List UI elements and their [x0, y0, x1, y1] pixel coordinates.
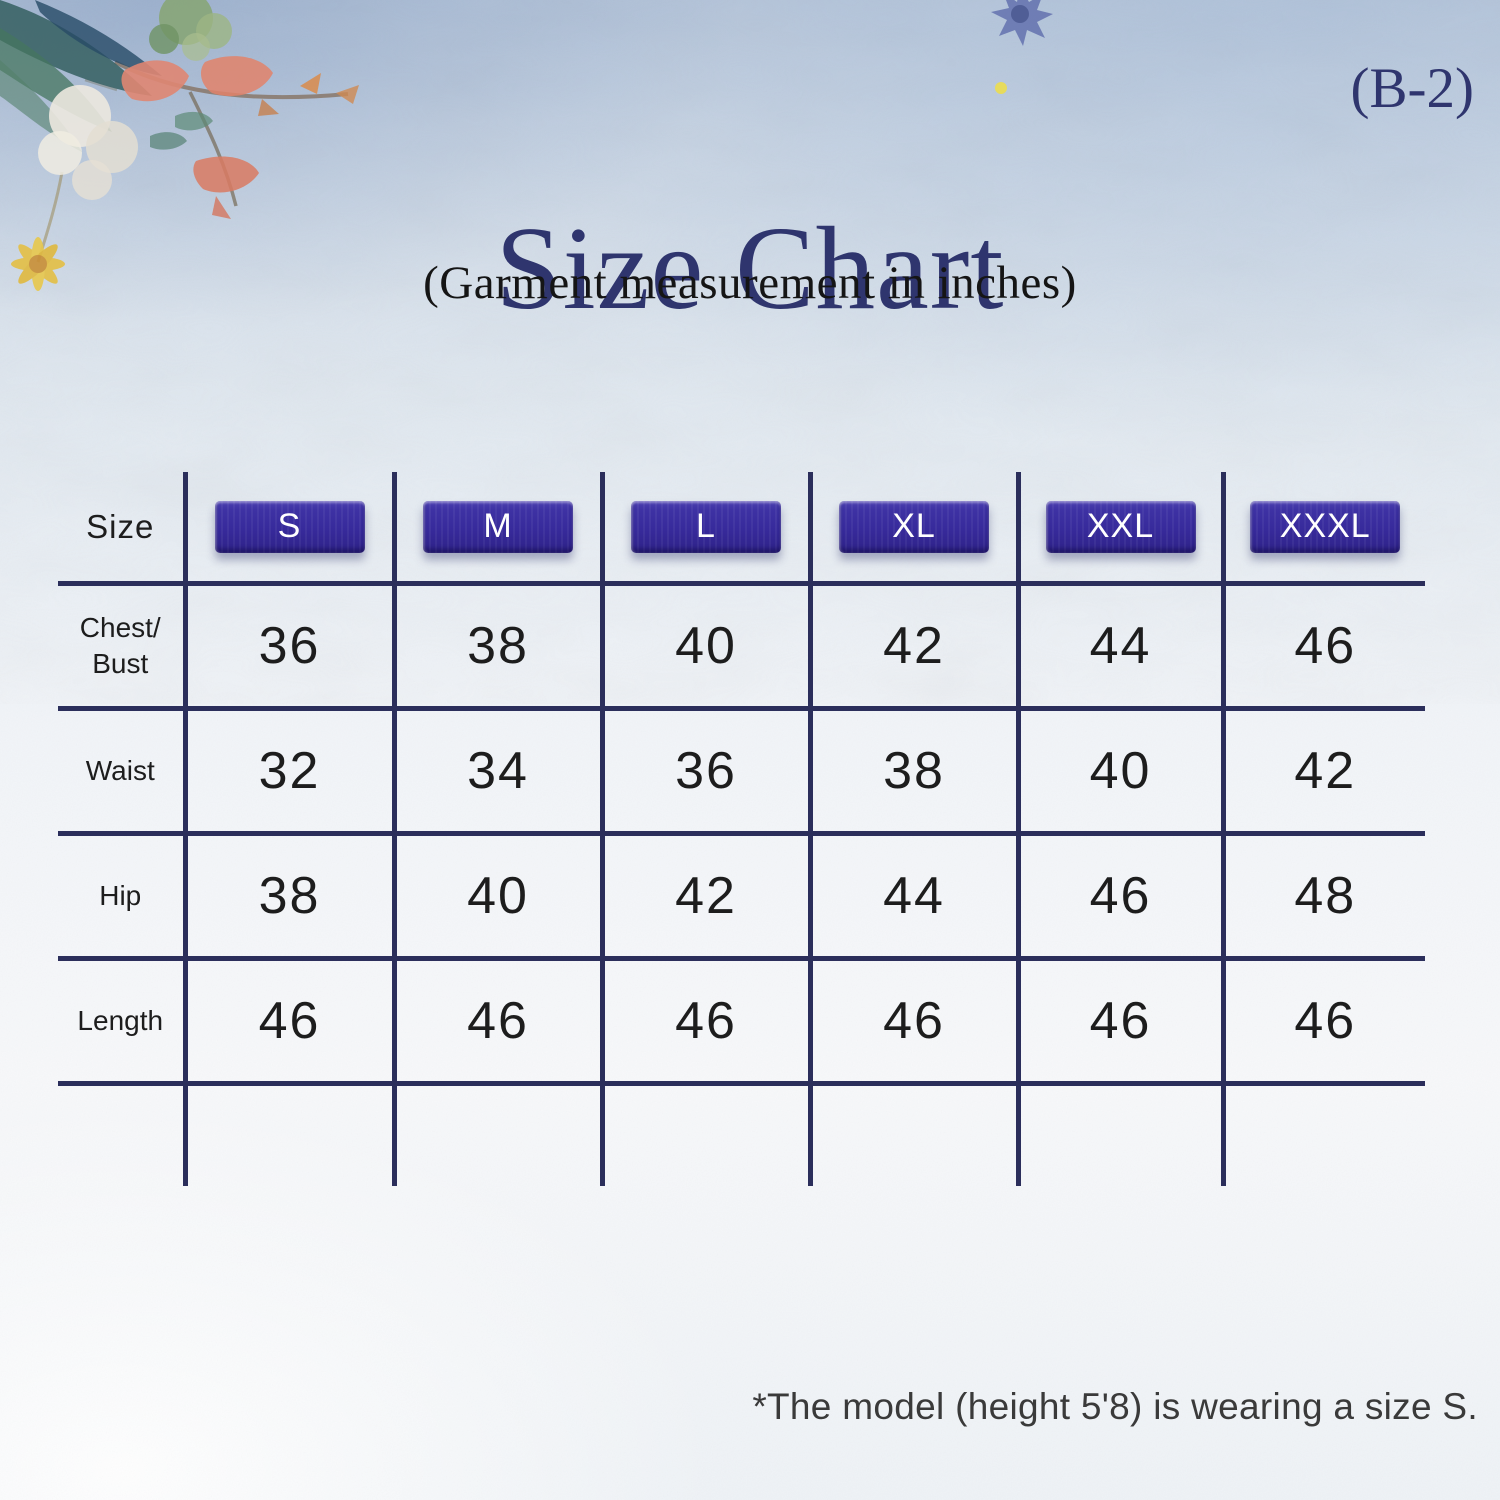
value-cell: 46 [1220, 956, 1425, 1086]
size-table-wrap: Size S M L XL XXL XXXL Chest/​Bust 36 38 40 42 44 46 W… [58, 472, 1425, 1186]
empty-cell [599, 1081, 813, 1186]
empty-cell [1220, 1081, 1425, 1186]
size-header-cell: S [182, 472, 397, 586]
corner-label: Size [58, 472, 188, 586]
value-cell: 34 [391, 706, 605, 836]
value-cell: 46 [1015, 831, 1226, 961]
value-cell: 48 [1220, 831, 1425, 961]
value-cell: 38 [391, 581, 605, 711]
row-label: Hip [58, 831, 188, 961]
empty-cell [391, 1081, 605, 1186]
value-cell: 38 [182, 831, 397, 961]
table-row: Chest/​Bust 36 38 40 42 44 46 [58, 581, 1425, 711]
size-badge: XL [839, 500, 989, 553]
size-badge: L [631, 500, 781, 553]
value-cell: 42 [807, 581, 1021, 711]
value-cell: 40 [599, 581, 813, 711]
value-cell: 46 [1220, 581, 1425, 711]
model-footnote: *The model (height 5'8) is wearing a siz… [752, 1386, 1478, 1427]
value-cell: 46 [807, 956, 1021, 1086]
empty-cell [807, 1081, 1021, 1186]
value-cell: 46 [1015, 956, 1226, 1086]
row-label: Waist [58, 706, 188, 836]
size-header-cell: M [391, 472, 605, 586]
value-cell: 44 [1015, 581, 1226, 711]
value-cell: 32 [182, 706, 397, 836]
value-cell: 44 [807, 831, 1021, 961]
size-table: Size S M L XL XXL XXXL Chest/​Bust 36 38 40 42 44 46 W… [58, 472, 1425, 1186]
value-cell: 38 [807, 706, 1021, 836]
value-cell: 46 [182, 956, 397, 1086]
table-header-row: Size S M L XL XXL XXXL [58, 472, 1425, 586]
size-badge: M [423, 500, 573, 553]
empty-cell [182, 1081, 397, 1186]
row-label: Length [58, 956, 188, 1086]
value-cell: 46 [599, 956, 813, 1086]
empty-cell [1015, 1081, 1226, 1186]
variant-tag: (B-2) [1350, 57, 1474, 120]
size-badge: S [215, 500, 365, 553]
size-badge: XXXL [1250, 500, 1400, 553]
value-cell: 42 [599, 831, 813, 961]
table-row: Hip 38 40 42 44 46 48 [58, 831, 1425, 961]
value-cell: 40 [391, 831, 605, 961]
table-row: Waist 32 34 36 38 40 42 [58, 706, 1425, 836]
value-cell: 36 [599, 706, 813, 836]
value-cell: 36 [182, 581, 397, 711]
page-subtitle: (Garment measurement in inches) [423, 257, 1077, 309]
value-cell: 42 [1220, 706, 1425, 836]
size-header-cell: XXL [1015, 472, 1226, 586]
value-cell: 40 [1015, 706, 1226, 836]
size-badge: XXL [1046, 500, 1196, 553]
size-header-cell: XL [807, 472, 1021, 586]
empty-cell [58, 1081, 188, 1186]
table-row: Length 46 46 46 46 46 46 [58, 956, 1425, 1086]
size-header-cell: L [599, 472, 813, 586]
page-title: Size Chart [495, 201, 1005, 334]
row-label: Chest/​Bust [58, 581, 188, 711]
size-header-cell: XXXL [1220, 472, 1425, 586]
value-cell: 46 [391, 956, 605, 1086]
floral-decoration [0, 0, 359, 291]
cornflower-icon [991, 0, 1053, 94]
empty-row [58, 1081, 1425, 1186]
